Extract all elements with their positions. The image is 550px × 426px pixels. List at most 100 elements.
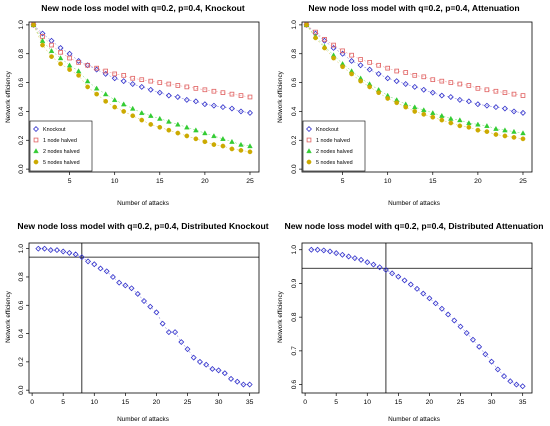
data-point xyxy=(447,94,454,100)
data-point xyxy=(192,98,199,105)
x-tick-label: 15 xyxy=(429,178,437,185)
data-point xyxy=(358,57,363,62)
y-tick-label: 0.2 xyxy=(291,135,298,145)
data-point xyxy=(304,22,309,28)
data-point xyxy=(138,83,145,90)
x-tick-label: 30 xyxy=(215,399,223,406)
y-tick-label: 0.6 xyxy=(291,78,298,88)
data-point xyxy=(382,267,389,273)
data-point xyxy=(411,83,418,90)
chart-panel-distributed-attenuation: New node loss model with q=0.2, p=0.4, D… xyxy=(277,221,543,423)
data-point xyxy=(85,62,90,68)
data-point xyxy=(474,101,481,108)
data-point xyxy=(445,311,452,318)
data-point xyxy=(493,125,499,131)
y-tick-label: 0.8 xyxy=(18,49,25,59)
data-point xyxy=(172,329,179,336)
data-point xyxy=(483,102,490,109)
y-tick-label: 1.0 xyxy=(18,20,25,30)
data-point xyxy=(85,84,90,90)
legend: Knockout 1 node halved 2 nodes halved 5 nod… xyxy=(302,120,366,172)
data-point xyxy=(457,81,463,87)
data-point xyxy=(414,285,420,292)
data-point xyxy=(97,265,104,272)
x-tick-label: 10 xyxy=(363,399,371,406)
data-point xyxy=(40,42,45,48)
x-tick-label: 5 xyxy=(68,178,72,185)
data-point xyxy=(121,109,127,114)
data-point xyxy=(448,120,454,126)
y-tick-label: 0.8 xyxy=(291,312,298,322)
x-axis-label: Number of attacks xyxy=(388,200,440,207)
data-point xyxy=(426,295,433,302)
y-tick-label: 0.2 xyxy=(18,357,25,367)
data-points xyxy=(308,246,526,390)
y-tick-label: 1.0 xyxy=(18,244,25,254)
data-point xyxy=(456,96,463,103)
data-point xyxy=(201,101,208,108)
data-point xyxy=(457,123,463,129)
data-point xyxy=(193,86,199,91)
y-tick-label: 1.0 xyxy=(291,20,298,30)
data-point xyxy=(91,261,98,268)
data-point xyxy=(375,70,382,77)
y-tick-label: 0.8 xyxy=(291,49,298,59)
data-point xyxy=(475,127,481,133)
data-point xyxy=(482,351,489,358)
reference-lines xyxy=(302,243,532,393)
x-tick-label: 5 xyxy=(334,399,338,406)
data-point xyxy=(507,378,514,385)
series-line xyxy=(38,248,250,385)
data-point xyxy=(501,373,507,380)
y-tick-label: 0.7 xyxy=(291,346,298,356)
data-point xyxy=(484,129,490,134)
legend: Knockout 1 node halved 2 nodes halved 5 nod… xyxy=(29,120,93,172)
x-tick-label: 10 xyxy=(111,178,119,185)
data-point xyxy=(484,123,490,128)
data-point xyxy=(438,305,445,312)
data-point xyxy=(494,366,501,373)
data-point xyxy=(157,124,163,130)
plot-frame xyxy=(28,21,260,173)
data-point xyxy=(448,80,454,85)
data-point xyxy=(376,62,381,68)
legend-marker xyxy=(33,148,39,154)
y-tick-label: 0.8 xyxy=(18,272,25,282)
series-line xyxy=(33,24,251,114)
data-point xyxy=(358,256,365,263)
data-point xyxy=(183,96,190,103)
data-point xyxy=(246,381,253,388)
data-point xyxy=(78,254,85,261)
data-point xyxy=(463,330,470,336)
plot-frame xyxy=(28,242,260,394)
data-point xyxy=(94,91,100,97)
x-tick-label: 15 xyxy=(156,178,164,185)
data-point xyxy=(196,358,203,365)
chart-panel-distributed-knockout: New node loss model with q=0.2, p=0.4, D… xyxy=(5,221,269,423)
data-point xyxy=(476,343,483,350)
data-point xyxy=(178,339,185,346)
data-point xyxy=(488,358,495,365)
data-point xyxy=(220,90,226,95)
data-point xyxy=(94,65,99,71)
series-line xyxy=(306,24,524,134)
data-point xyxy=(54,247,60,254)
data-point xyxy=(228,105,235,112)
data-point xyxy=(47,247,54,254)
axis-ticks: 0 5 10 15 20 25 30 35 0.0 0.2 0.4 0.6 0.8 1.0 xyxy=(18,244,254,406)
data-point xyxy=(385,65,391,71)
data-point xyxy=(247,94,253,100)
data-point xyxy=(148,78,154,84)
x-tick-label: 0 xyxy=(30,399,34,406)
data-point xyxy=(31,22,36,28)
data-point xyxy=(175,130,181,136)
data-point xyxy=(41,245,48,252)
data-point xyxy=(166,127,172,133)
data-point xyxy=(203,361,210,368)
y-axis-label: Network efficiency xyxy=(277,70,284,123)
data-point xyxy=(340,64,345,70)
x-tick-label: 10 xyxy=(384,178,392,185)
plot-frame xyxy=(301,242,533,394)
x-tick-label: 25 xyxy=(519,178,527,185)
data-point xyxy=(202,87,208,93)
